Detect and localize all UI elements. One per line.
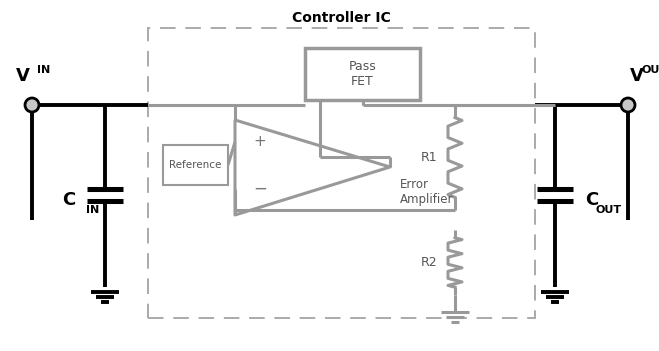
Text: OUT: OUT — [596, 205, 622, 215]
Text: +: + — [254, 134, 266, 150]
Text: C: C — [585, 191, 598, 209]
Circle shape — [25, 98, 39, 112]
Text: Error
Amplifier: Error Amplifier — [400, 178, 453, 206]
Text: V: V — [630, 67, 644, 85]
Text: R2: R2 — [420, 256, 437, 269]
Bar — [305, 48, 420, 100]
Text: R1: R1 — [420, 151, 437, 164]
Text: −: − — [253, 180, 267, 198]
Text: IN: IN — [86, 205, 100, 215]
Text: Controller IC: Controller IC — [292, 11, 391, 25]
Circle shape — [621, 98, 635, 112]
Bar — [148, 28, 535, 318]
Text: Pass
FET: Pass FET — [349, 60, 376, 88]
Text: IN: IN — [37, 65, 50, 75]
Text: Reference: Reference — [169, 160, 221, 170]
Text: V: V — [16, 67, 30, 85]
Bar — [163, 145, 228, 185]
Text: OUT: OUT — [642, 65, 659, 75]
Text: C: C — [62, 191, 75, 209]
